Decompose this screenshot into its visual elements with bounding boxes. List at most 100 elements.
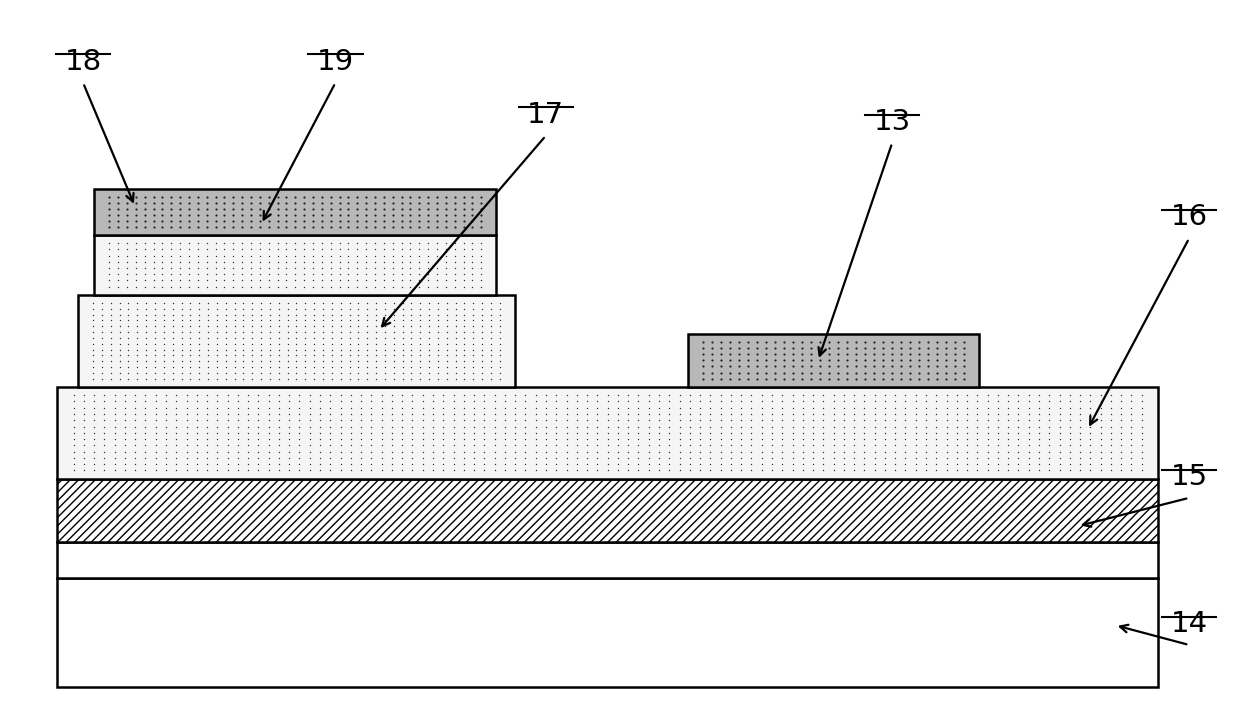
Point (187, 390, 207, 401)
Point (384, 361, 404, 373)
Point (413, 421, 433, 432)
Point (702, 367, 722, 378)
Point (729, 342, 749, 354)
Point (680, 433, 699, 444)
Point (427, 197, 446, 209)
Point (490, 327, 510, 338)
Point (410, 297, 430, 309)
Point (290, 427, 310, 439)
Point (100, 373, 120, 385)
Point (144, 250, 164, 261)
Point (197, 465, 217, 476)
Point (365, 250, 384, 261)
Point (303, 256, 322, 268)
Point (153, 275, 172, 286)
Point (126, 244, 146, 255)
Point (526, 421, 546, 432)
Point (269, 439, 289, 451)
Point (250, 197, 270, 209)
Point (844, 395, 864, 407)
Point (330, 197, 350, 209)
Point (875, 433, 895, 444)
Point (215, 275, 234, 286)
Point (481, 320, 501, 332)
Point (285, 197, 305, 209)
Point (526, 439, 546, 451)
Point (207, 465, 227, 476)
Point (957, 459, 977, 470)
Point (957, 433, 977, 444)
Point (259, 446, 279, 457)
Point (63, 427, 83, 439)
Point (341, 433, 361, 444)
Point (629, 402, 649, 413)
Point (490, 320, 510, 332)
Point (290, 421, 310, 432)
Point (135, 433, 155, 444)
Point (895, 408, 915, 420)
Point (268, 197, 288, 209)
Point (179, 203, 198, 214)
Point (348, 303, 368, 315)
Point (998, 421, 1018, 432)
Point (823, 390, 843, 401)
Point (374, 209, 394, 220)
Point (285, 237, 305, 248)
Point (224, 309, 244, 320)
Point (967, 459, 987, 470)
Point (1101, 459, 1121, 470)
Point (835, 421, 854, 432)
Point (1060, 465, 1080, 476)
Point (104, 395, 124, 407)
Point (171, 373, 191, 385)
Point (392, 215, 412, 226)
Point (259, 275, 279, 286)
Point (436, 209, 456, 220)
Point (784, 373, 804, 384)
Point (701, 427, 720, 439)
Point (108, 215, 128, 226)
Point (145, 344, 165, 355)
Point (216, 367, 236, 378)
Point (357, 338, 377, 349)
Point (374, 275, 394, 286)
Point (619, 421, 639, 432)
Point (179, 215, 198, 226)
Point (153, 215, 172, 226)
Point (181, 356, 201, 367)
Point (433, 439, 453, 451)
Point (481, 332, 501, 344)
Point (153, 250, 172, 261)
Point (402, 344, 422, 355)
Point (998, 408, 1018, 420)
Point (505, 427, 525, 439)
Point (351, 402, 371, 413)
Point (401, 203, 420, 214)
Point (362, 421, 382, 432)
Point (978, 433, 998, 444)
Point (94, 415, 114, 426)
Point (356, 215, 376, 226)
Point (279, 433, 299, 444)
Point (547, 415, 567, 426)
Point (854, 342, 874, 354)
Point (485, 465, 505, 476)
Point (303, 250, 322, 261)
Point (1019, 459, 1039, 470)
Point (742, 402, 761, 413)
Point (926, 439, 946, 451)
Point (1008, 402, 1028, 413)
Point (490, 367, 510, 378)
Point (413, 452, 433, 464)
Point (1080, 415, 1100, 426)
Point (365, 262, 384, 273)
Point (119, 315, 139, 326)
Point (351, 446, 371, 457)
Point (300, 465, 320, 476)
Point (144, 237, 164, 248)
Point (885, 408, 905, 420)
Point (490, 332, 510, 344)
Point (978, 421, 998, 432)
Point (691, 395, 711, 407)
Point (145, 367, 165, 378)
